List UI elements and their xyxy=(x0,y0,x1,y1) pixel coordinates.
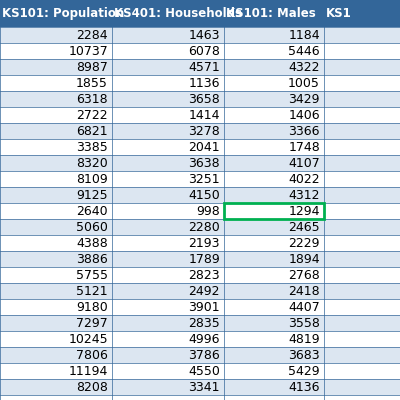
Text: 2835: 2835 xyxy=(188,317,220,330)
Bar xyxy=(0,203,400,219)
Text: 4388: 4388 xyxy=(76,237,108,250)
Text: 2492: 2492 xyxy=(188,285,220,298)
Text: 3429: 3429 xyxy=(288,93,320,106)
Text: 2640: 2640 xyxy=(76,205,108,218)
Text: 5429: 5429 xyxy=(288,365,320,378)
Text: 1855: 1855 xyxy=(76,77,108,90)
Bar xyxy=(0,331,400,347)
Bar xyxy=(0,107,400,123)
Text: 5121: 5121 xyxy=(76,285,108,298)
Text: 6318: 6318 xyxy=(76,93,108,106)
Text: 3901: 3901 xyxy=(188,301,220,314)
Bar xyxy=(0,59,400,75)
Bar xyxy=(0,251,400,267)
Text: 1294: 1294 xyxy=(288,205,320,218)
Text: 3251: 3251 xyxy=(188,173,220,186)
Text: 1414: 1414 xyxy=(188,109,220,122)
Text: KS401: Households: KS401: Households xyxy=(114,7,242,20)
Text: 9125: 9125 xyxy=(76,189,108,202)
Bar xyxy=(0,315,400,331)
Text: 2768: 2768 xyxy=(288,269,320,282)
Text: 2722: 2722 xyxy=(76,109,108,122)
Text: 3886: 3886 xyxy=(76,253,108,266)
Text: 1789: 1789 xyxy=(188,253,220,266)
Bar xyxy=(0,267,400,283)
Bar xyxy=(0,379,400,395)
Text: 1406: 1406 xyxy=(288,109,320,122)
Text: 998: 998 xyxy=(196,205,220,218)
Text: 4819: 4819 xyxy=(288,333,320,346)
Text: 3683: 3683 xyxy=(288,349,320,362)
Text: KS101: Males: KS101: Males xyxy=(226,7,316,20)
Bar xyxy=(0,27,400,43)
Text: 4150: 4150 xyxy=(188,189,220,202)
Bar xyxy=(0,123,400,139)
Text: 2823: 2823 xyxy=(188,269,220,282)
Text: 3558: 3558 xyxy=(288,317,320,330)
Text: 1184: 1184 xyxy=(288,29,320,42)
Bar xyxy=(0,235,400,251)
Text: 1136: 1136 xyxy=(188,77,220,90)
Bar xyxy=(0,219,400,235)
Text: 2284: 2284 xyxy=(76,29,108,42)
Text: 4312: 4312 xyxy=(288,189,320,202)
Text: 11194: 11194 xyxy=(69,365,108,378)
Text: 8109: 8109 xyxy=(76,173,108,186)
Text: 1463: 1463 xyxy=(188,29,220,42)
Text: 3366: 3366 xyxy=(288,125,320,138)
Bar xyxy=(0,347,400,363)
Text: 7806: 7806 xyxy=(76,349,108,362)
Text: 2041: 2041 xyxy=(188,141,220,154)
Text: 6078: 6078 xyxy=(188,45,220,58)
Text: 4407: 4407 xyxy=(288,301,320,314)
Bar xyxy=(0,75,400,91)
Text: 4022: 4022 xyxy=(288,173,320,186)
Bar xyxy=(0,299,400,315)
Text: 4996: 4996 xyxy=(188,333,220,346)
Text: 8208: 8208 xyxy=(76,381,108,394)
Text: 10737: 10737 xyxy=(68,45,108,58)
Bar xyxy=(0,187,400,203)
Text: 2280: 2280 xyxy=(188,221,220,234)
Bar xyxy=(0,139,400,155)
Text: 5060: 5060 xyxy=(76,221,108,234)
Text: 3638: 3638 xyxy=(188,157,220,170)
Bar xyxy=(0,155,400,171)
Text: 1005: 1005 xyxy=(288,77,320,90)
Text: 7297: 7297 xyxy=(76,317,108,330)
Bar xyxy=(0,43,400,59)
Bar xyxy=(0,283,400,299)
Text: 5446: 5446 xyxy=(288,45,320,58)
Text: KS101: Population: KS101: Population xyxy=(2,7,124,20)
Bar xyxy=(0,91,400,107)
Text: 4571: 4571 xyxy=(188,61,220,74)
Bar xyxy=(0,0,400,27)
Text: 6821: 6821 xyxy=(76,125,108,138)
Text: 10245: 10245 xyxy=(68,333,108,346)
Text: 9180: 9180 xyxy=(76,301,108,314)
Text: 2193: 2193 xyxy=(188,237,220,250)
Text: 3278: 3278 xyxy=(188,125,220,138)
Text: 2418: 2418 xyxy=(288,285,320,298)
Bar xyxy=(224,203,324,219)
Text: KS1: KS1 xyxy=(326,7,352,20)
Text: 2229: 2229 xyxy=(288,237,320,250)
Text: 2465: 2465 xyxy=(288,221,320,234)
Text: 1894: 1894 xyxy=(288,253,320,266)
Text: 3786: 3786 xyxy=(188,349,220,362)
Text: 3341: 3341 xyxy=(188,381,220,394)
Text: 5755: 5755 xyxy=(76,269,108,282)
Text: 4136: 4136 xyxy=(288,381,320,394)
Text: 4107: 4107 xyxy=(288,157,320,170)
Text: 3385: 3385 xyxy=(76,141,108,154)
Text: 8987: 8987 xyxy=(76,61,108,74)
Text: 8320: 8320 xyxy=(76,157,108,170)
Text: 1748: 1748 xyxy=(288,141,320,154)
Bar xyxy=(0,171,400,187)
Text: 3658: 3658 xyxy=(188,93,220,106)
Text: 4550: 4550 xyxy=(188,365,220,378)
Text: 4322: 4322 xyxy=(288,61,320,74)
Bar xyxy=(0,363,400,379)
